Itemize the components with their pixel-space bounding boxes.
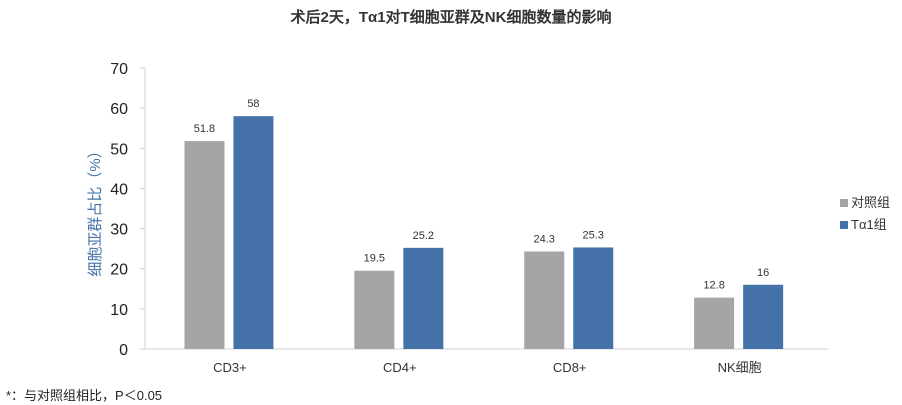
data-label: 19.5 xyxy=(364,253,385,265)
y-tick-label: 0 xyxy=(119,342,128,359)
legend-swatch xyxy=(840,221,848,229)
data-label: 58 xyxy=(247,98,259,110)
data-label: 25.2 xyxy=(413,230,434,242)
legend-label: 对照组 xyxy=(851,195,890,210)
y-axis-label: 细胞亚群占比（%） xyxy=(87,143,104,276)
data-label: 25.3 xyxy=(583,229,604,241)
bar-ta1 xyxy=(233,116,274,350)
chart-title: 术后2天，Tα1对T细胞亚群及NK细胞数量的影响 xyxy=(290,9,612,26)
legend-swatch xyxy=(840,199,848,207)
x-tick-label: CD8+ xyxy=(553,360,587,375)
x-tick-label: CD3+ xyxy=(213,360,247,375)
bar-control xyxy=(354,270,395,349)
data-label: 51.8 xyxy=(194,123,215,135)
x-tick-label: CD4+ xyxy=(383,360,417,375)
bar-ta1 xyxy=(403,247,444,349)
bar-control xyxy=(524,251,565,349)
legend-label: Tα1组 xyxy=(851,217,887,232)
y-tick-label: 60 xyxy=(110,101,128,118)
bar-control xyxy=(184,141,225,349)
y-tick-label: 20 xyxy=(110,262,128,279)
footnote: *：与对照组相比，P＜0.05 xyxy=(6,388,163,403)
y-tick-label: 70 xyxy=(110,61,128,78)
y-tick-label: 10 xyxy=(110,302,128,319)
y-tick-label: 40 xyxy=(110,181,128,198)
data-label: 24.3 xyxy=(534,233,555,245)
bar-ta1 xyxy=(573,247,614,349)
bar-ta1 xyxy=(743,284,784,349)
bar-control xyxy=(694,297,735,349)
data-label: 12.8 xyxy=(703,280,724,292)
y-tick-label: 50 xyxy=(110,141,128,158)
data-label: 16 xyxy=(757,267,769,279)
y-tick-label: 30 xyxy=(110,222,128,239)
x-tick-label: NK细胞 xyxy=(718,360,762,375)
